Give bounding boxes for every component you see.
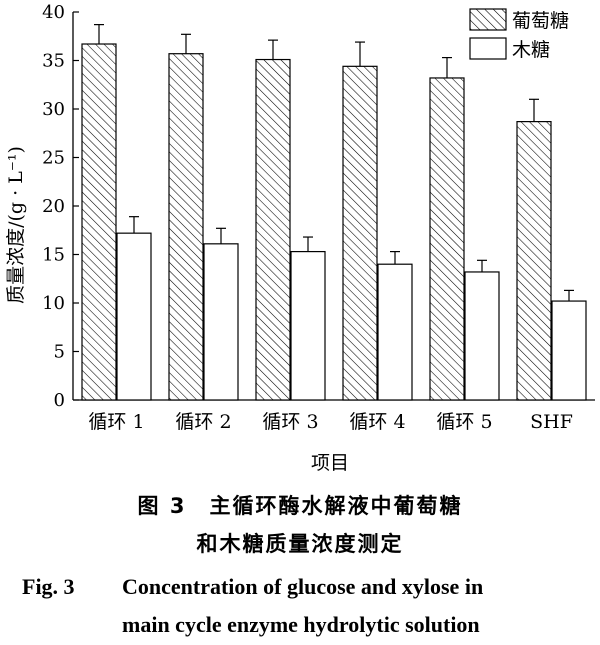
x-tick-label: SHF bbox=[530, 411, 573, 433]
x-axis-label: 项目 bbox=[311, 452, 349, 474]
y-tick-label: 5 bbox=[54, 342, 65, 363]
y-tick-label: 0 bbox=[54, 390, 65, 411]
bar-glucose bbox=[342, 65, 378, 401]
caption-en-fig-number: Fig. 3 bbox=[22, 574, 75, 599]
bar-glucose bbox=[81, 43, 117, 401]
y-tick-label: 35 bbox=[42, 51, 65, 72]
caption-cn-line2: 和木糖质量浓度测定 bbox=[196, 532, 404, 556]
legend-label-glucose: 葡萄糖 bbox=[512, 10, 569, 32]
x-tick-label: 循环 4 bbox=[349, 411, 405, 433]
y-tick-label: 25 bbox=[42, 148, 65, 169]
y-axis-label: 质量浓度/(g · L⁻¹) bbox=[5, 146, 27, 304]
tick-labels: 0 5 10 15 20 25 30 35 40 循环 1 循环 2 循环 3 循环 4 循环 5 SHF bbox=[42, 2, 573, 433]
y-tick-label: 40 bbox=[42, 2, 65, 23]
bar-glucose bbox=[429, 77, 465, 401]
bar-xylose bbox=[116, 232, 152, 401]
x-tick-label: 循环 2 bbox=[175, 411, 231, 433]
bar-xylose bbox=[464, 271, 500, 401]
bar-xylose bbox=[203, 243, 239, 401]
bar-xylose bbox=[377, 263, 413, 401]
legend-label-xylose: 木糖 bbox=[512, 39, 550, 61]
caption-en-text1: Concentration of glucose and xylose in bbox=[122, 574, 484, 599]
x-tick-label: 循环 3 bbox=[262, 411, 318, 433]
y-tick-label: 15 bbox=[42, 245, 65, 266]
y-tick-label: 30 bbox=[42, 99, 65, 120]
y-tick-label: 20 bbox=[42, 196, 65, 217]
chart: 0 5 10 15 20 25 30 35 40 循环 1 循环 2 循环 3 循环 4 循环 5 SHF … bbox=[5, 2, 595, 474]
bar-xylose bbox=[290, 250, 326, 401]
legend-swatch-glucose bbox=[469, 8, 507, 31]
bars bbox=[81, 24, 587, 401]
bar-glucose bbox=[516, 121, 552, 401]
legend-swatch-xylose bbox=[469, 37, 507, 60]
y-tick-label: 10 bbox=[42, 293, 65, 314]
bar-glucose bbox=[255, 58, 291, 401]
x-tick-label: 循环 1 bbox=[88, 411, 144, 433]
bar-xylose bbox=[551, 300, 587, 401]
bar-glucose bbox=[168, 53, 204, 401]
caption-en-line1: Fig. 3 Concentration of glucose and xylos… bbox=[22, 574, 483, 600]
axes bbox=[72, 11, 595, 401]
caption-cn-line1: 图 3 主循环酶水解液中葡萄糖 bbox=[137, 494, 463, 518]
caption-en-line2: main cycle enzyme hydrolytic solution bbox=[122, 612, 480, 637]
x-tick-label: 循环 5 bbox=[436, 411, 492, 433]
